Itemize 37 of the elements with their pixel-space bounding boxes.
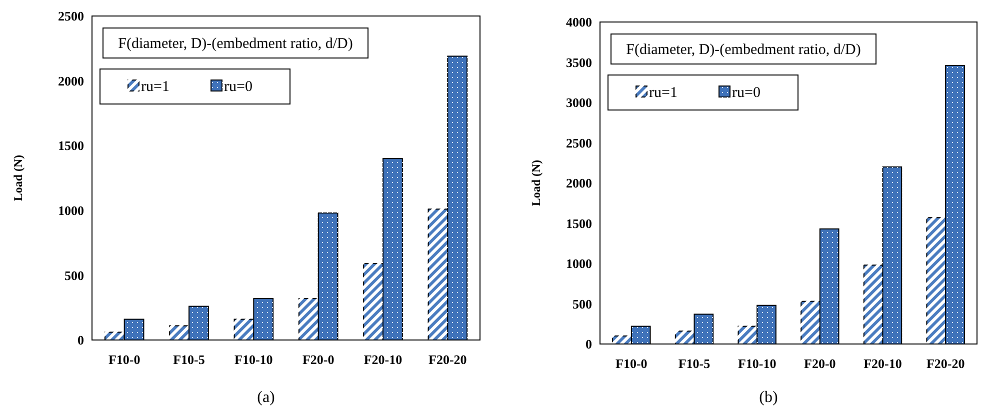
- x-tick-label: F10-10: [738, 356, 776, 371]
- legend-label: ru=0: [224, 79, 252, 95]
- text: (a): [257, 389, 275, 406]
- x-tick-label: F10-5: [173, 352, 206, 367]
- y-tick-label: 1500: [566, 216, 592, 231]
- x-tick-label: F20-0: [302, 352, 334, 367]
- x-tick-label: F20-20: [428, 352, 467, 367]
- y-tick-label: 1000: [58, 202, 84, 218]
- y-tick-label: 2500: [566, 135, 592, 150]
- y-tick-label: 1500: [58, 138, 84, 154]
- x-tick-label: F10-0: [108, 352, 140, 367]
- y-tick-label: 3000: [566, 95, 592, 110]
- y-tick-label: 3500: [566, 54, 592, 70]
- legend-label: ru=1: [141, 79, 170, 95]
- y-tick-label: 0: [78, 332, 84, 348]
- y-tick-label: 500: [572, 296, 592, 312]
- y-tick-label: 2000: [566, 176, 592, 191]
- legend-title: F(diameter, D)-(embedment ratio, d/D): [626, 42, 861, 58]
- y-axis-title: Load (N): [529, 160, 543, 206]
- y-tick-label: 2000: [58, 73, 84, 88]
- legend-title: F(diameter, D)-(embedment ratio, d/D): [118, 36, 353, 52]
- x-tick-label: F20-20: [926, 356, 965, 371]
- x-tick-label: F10-5: [678, 356, 711, 371]
- y-tick-label: 500: [64, 268, 84, 283]
- x-tick-label: F20-0: [804, 356, 836, 371]
- x-tick-label: F10-0: [616, 356, 648, 371]
- legend-label: ru=0: [732, 85, 760, 101]
- y-tick-label: 1000: [566, 256, 592, 272]
- x-tick-label: F20-10: [864, 356, 902, 371]
- y-tick-label: 2500: [58, 8, 84, 24]
- text: (b): [759, 389, 778, 406]
- y-tick-label: 4000: [566, 14, 592, 30]
- y-tick-label: 0: [586, 336, 592, 352]
- x-tick-label: F10-10: [234, 352, 273, 367]
- legend-label: ru=1: [649, 85, 678, 101]
- y-axis-title: Load (N): [11, 154, 25, 202]
- x-tick-label: F20-10: [364, 352, 402, 367]
